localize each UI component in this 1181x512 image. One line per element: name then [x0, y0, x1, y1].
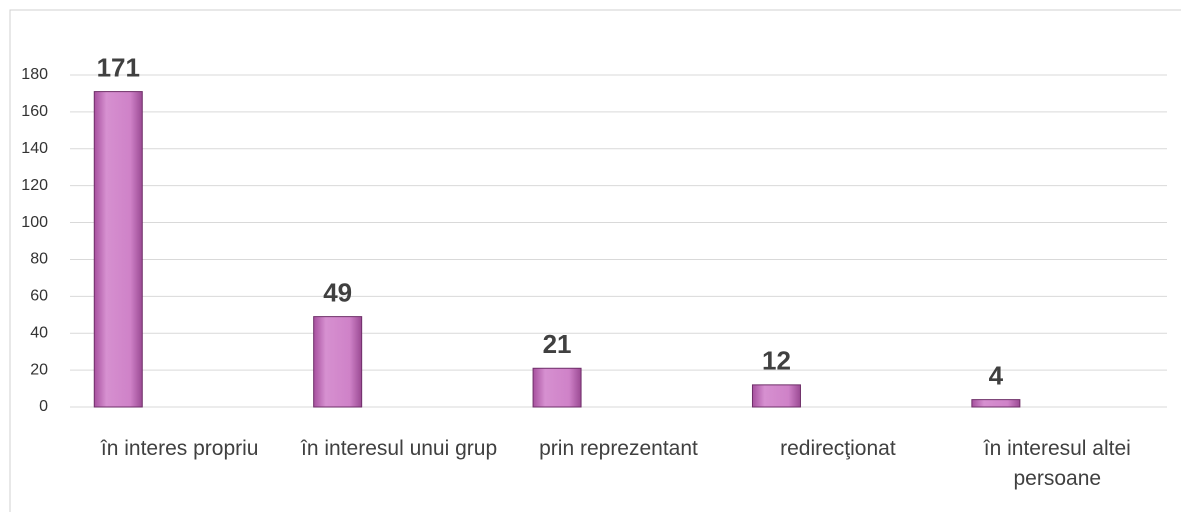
- y-tick-label: 160: [21, 103, 48, 120]
- y-tick-label: 180: [21, 66, 48, 83]
- y-tick-label: 40: [30, 324, 48, 341]
- value-label: 49: [323, 277, 352, 307]
- y-tick-label: 60: [30, 288, 48, 305]
- y-tick-label: 100: [21, 214, 48, 231]
- x-tick-label: în interesul unui grup: [301, 437, 498, 460]
- y-tick-label: 20: [30, 361, 48, 378]
- value-label: 21: [543, 329, 572, 359]
- value-label: 171: [97, 52, 140, 82]
- value-label: 12: [762, 346, 791, 376]
- x-tick-label: redirecţionat: [780, 437, 896, 460]
- x-tick-label: prin reprezentant: [539, 437, 698, 460]
- bar: [93, 91, 143, 408]
- x-tick-label: în interes propriu: [100, 437, 259, 460]
- bar: [532, 367, 582, 408]
- y-tick-label: 80: [30, 251, 48, 268]
- y-tick-label: 0: [39, 398, 48, 415]
- value-label: 4: [989, 360, 1004, 390]
- y-tick-label: 140: [21, 140, 48, 157]
- bar: [751, 384, 801, 408]
- x-tick-label: în interesul altei persoane: [983, 437, 1131, 490]
- chart-frame: [9, 9, 1181, 512]
- bar: [313, 316, 363, 408]
- y-tick-label: 120: [21, 177, 48, 194]
- bar: [971, 399, 1021, 408]
